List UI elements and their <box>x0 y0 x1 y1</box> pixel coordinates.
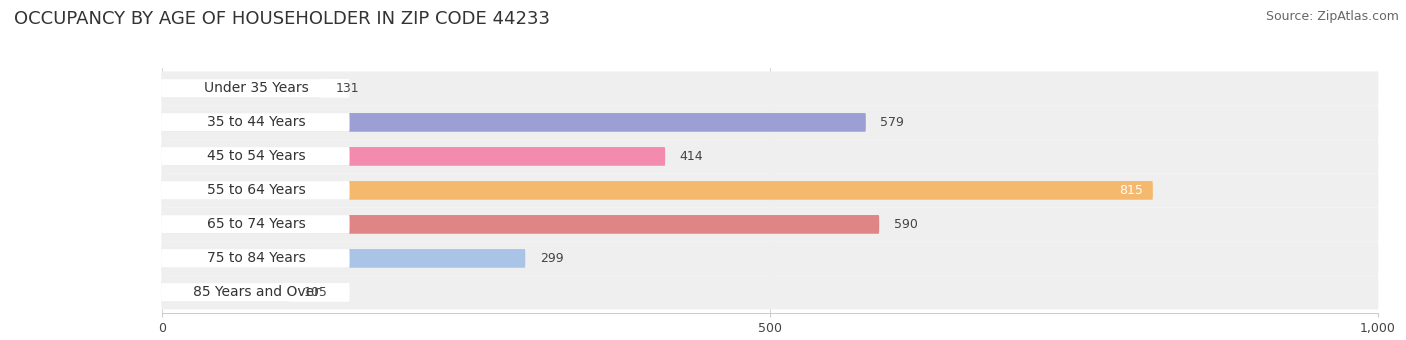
Text: 85 Years and Over: 85 Years and Over <box>193 285 319 300</box>
FancyBboxPatch shape <box>162 249 526 268</box>
Text: Source: ZipAtlas.com: Source: ZipAtlas.com <box>1265 10 1399 23</box>
Text: 579: 579 <box>880 116 904 129</box>
Text: 65 to 74 Years: 65 to 74 Years <box>207 217 305 232</box>
FancyBboxPatch shape <box>162 105 1378 139</box>
FancyBboxPatch shape <box>162 147 665 166</box>
FancyBboxPatch shape <box>162 283 290 302</box>
Text: 131: 131 <box>336 82 359 95</box>
Text: OCCUPANCY BY AGE OF HOUSEHOLDER IN ZIP CODE 44233: OCCUPANCY BY AGE OF HOUSEHOLDER IN ZIP C… <box>14 10 550 28</box>
Text: 590: 590 <box>894 218 918 231</box>
FancyBboxPatch shape <box>162 215 879 234</box>
FancyBboxPatch shape <box>162 249 350 268</box>
Text: 105: 105 <box>304 286 328 299</box>
FancyBboxPatch shape <box>162 275 1378 309</box>
FancyBboxPatch shape <box>162 241 1378 275</box>
FancyBboxPatch shape <box>162 113 866 132</box>
FancyBboxPatch shape <box>162 113 350 132</box>
FancyBboxPatch shape <box>162 71 1378 105</box>
Text: 75 to 84 Years: 75 to 84 Years <box>207 251 305 266</box>
Text: 815: 815 <box>1119 184 1143 197</box>
FancyBboxPatch shape <box>162 215 350 234</box>
FancyBboxPatch shape <box>162 207 1378 241</box>
FancyBboxPatch shape <box>162 147 350 166</box>
Text: 299: 299 <box>540 252 564 265</box>
Text: 414: 414 <box>679 150 703 163</box>
Text: Under 35 Years: Under 35 Years <box>204 81 308 96</box>
Text: 55 to 64 Years: 55 to 64 Years <box>207 183 305 198</box>
FancyBboxPatch shape <box>162 173 1378 207</box>
FancyBboxPatch shape <box>162 283 350 302</box>
Text: 45 to 54 Years: 45 to 54 Years <box>207 149 305 164</box>
FancyBboxPatch shape <box>162 181 1153 200</box>
FancyBboxPatch shape <box>162 79 350 98</box>
FancyBboxPatch shape <box>162 181 350 200</box>
FancyBboxPatch shape <box>162 139 1378 173</box>
FancyBboxPatch shape <box>162 79 321 98</box>
Text: 35 to 44 Years: 35 to 44 Years <box>207 115 305 130</box>
